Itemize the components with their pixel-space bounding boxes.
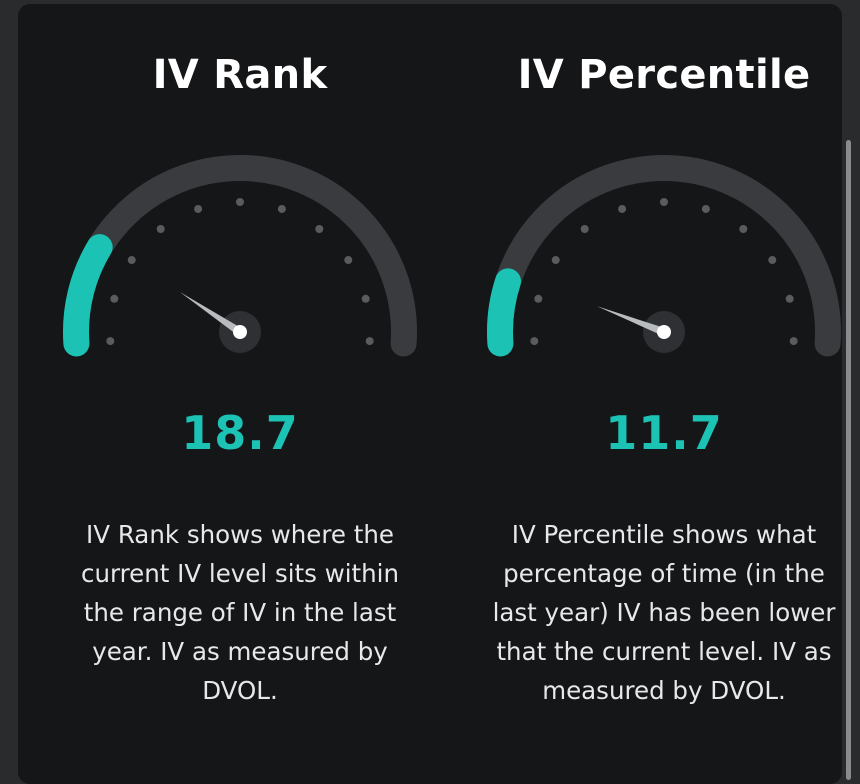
gauge-tick-dot [580,225,589,233]
gauge-tick-dot [768,256,777,265]
gauge-tick-dot [194,204,203,213]
gauge-value-arc [63,234,113,357]
gauge-tick-dot [156,225,165,233]
gauge-tick-dot [236,198,244,206]
iv-rank-title: IV Rank [152,52,328,98]
gauge-tick-dot [315,225,324,233]
iv-rank-value: 18.7 [181,406,299,460]
iv-rank-panel: IV Rank 18.7 IV Rank shows where the cur… [40,0,440,769]
gauge-tick-dot [344,256,353,265]
gauge-tick-dot [530,337,539,346]
gauge-needle [180,292,243,336]
gauge-tick-dot [789,337,798,346]
gauge-tick-dot [618,204,627,213]
gauge-tick-dot [110,294,119,303]
gauge-tick-dot [534,294,543,303]
gauge-tick-dot [701,204,710,213]
iv-percentile-panel: IV Percentile 11.7 IV Percentile shows w… [464,0,860,769]
gauge-tick-dot [277,204,286,213]
gauge-tick-dot [551,256,560,265]
gauge-tick-dot [660,198,668,206]
gauge-value-arc [487,268,522,357]
gauge-tick-dot [361,294,370,303]
iv-rank-gauge [63,155,417,357]
iv-percentile-description: IV Percentile shows what percentage of t… [492,520,836,705]
iv-percentile-value: 11.7 [605,406,723,460]
iv-percentile-title: IV Percentile [517,52,811,98]
gauge-needle [596,306,666,336]
scrollbar[interactable] [846,140,851,780]
gauge-needle-pivot [657,325,671,339]
gauge-needle-pivot [233,325,247,339]
iv-stats-card [18,4,842,784]
gauge-track [487,155,841,357]
iv-percentile-gauge [487,155,841,357]
gauge-tick-dot [365,337,374,346]
gauge-tick-dot [106,337,115,346]
gauge-tick-dot [739,225,748,233]
iv-rank-description: IV Rank shows where the current IV level… [80,520,400,705]
gauge-tick-dot [785,294,794,303]
gauge-tick-dot [127,256,136,265]
